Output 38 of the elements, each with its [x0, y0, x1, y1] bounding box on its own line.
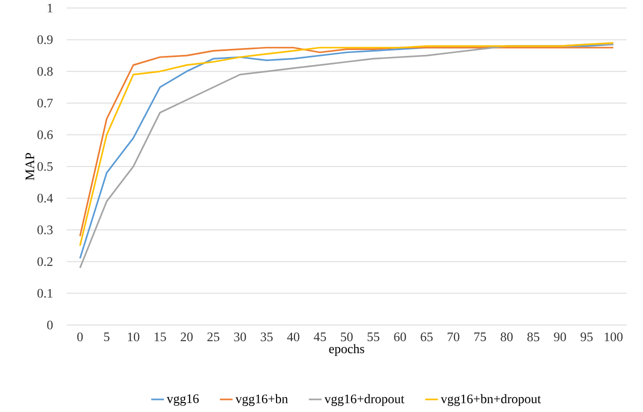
- x-tick-label: 85: [527, 332, 540, 342]
- x-tick-label: 45: [314, 332, 326, 342]
- y-tick-label: 1: [48, 4, 52, 12]
- x-tick-label: 5: [104, 332, 110, 342]
- y-tick-label: 0.5: [37, 162, 53, 171]
- x-tick-label: 95: [580, 332, 593, 342]
- x-tick-label: 90: [554, 332, 566, 342]
- legend-label: vgg16+dropout: [324, 394, 404, 406]
- y-tick-label: 0.2: [37, 257, 52, 266]
- legend-label: vgg16: [166, 394, 199, 406]
- y-tick-label: 0.1: [37, 288, 52, 298]
- x-tick-label: 35: [260, 332, 273, 342]
- x-tick-label: 0: [77, 332, 83, 342]
- y-tick-label: 0.6: [37, 130, 53, 140]
- y-tick-label: 0.3: [37, 226, 53, 234]
- x-tick-label: 25: [207, 332, 220, 342]
- legend-label: vgg16+bn+dropout: [440, 394, 541, 406]
- x-tick-label: 40: [287, 332, 300, 342]
- x-tick-label: 80: [500, 332, 513, 342]
- y-axis-title: MAP: [26, 152, 34, 180]
- x-tick-label: 50: [340, 332, 353, 342]
- x-tick-label: 20: [180, 332, 193, 342]
- x-tick-label: 60: [394, 332, 406, 342]
- y-tick-label: 0.9: [37, 35, 53, 44]
- y-tick-label: 0: [47, 320, 53, 330]
- x-tick-label: 30: [234, 332, 246, 342]
- x-tick-label: 10: [128, 332, 140, 342]
- x-tick-label: 70: [448, 332, 460, 342]
- x-tick-label: 65: [420, 332, 433, 342]
- x-tick-label: 55: [368, 332, 380, 342]
- x-tick-label: 100: [604, 332, 623, 342]
- y-tick-label: 0.8: [37, 67, 53, 76]
- y-tick-label: 0.4: [37, 194, 53, 203]
- x-axis-title: epochs: [329, 344, 364, 356]
- x-tick-label: 15: [154, 332, 166, 342]
- legend-label: vgg16+bn: [235, 394, 288, 406]
- x-tick-label: 75: [474, 332, 486, 342]
- y-tick-label: 0.7: [37, 98, 53, 108]
